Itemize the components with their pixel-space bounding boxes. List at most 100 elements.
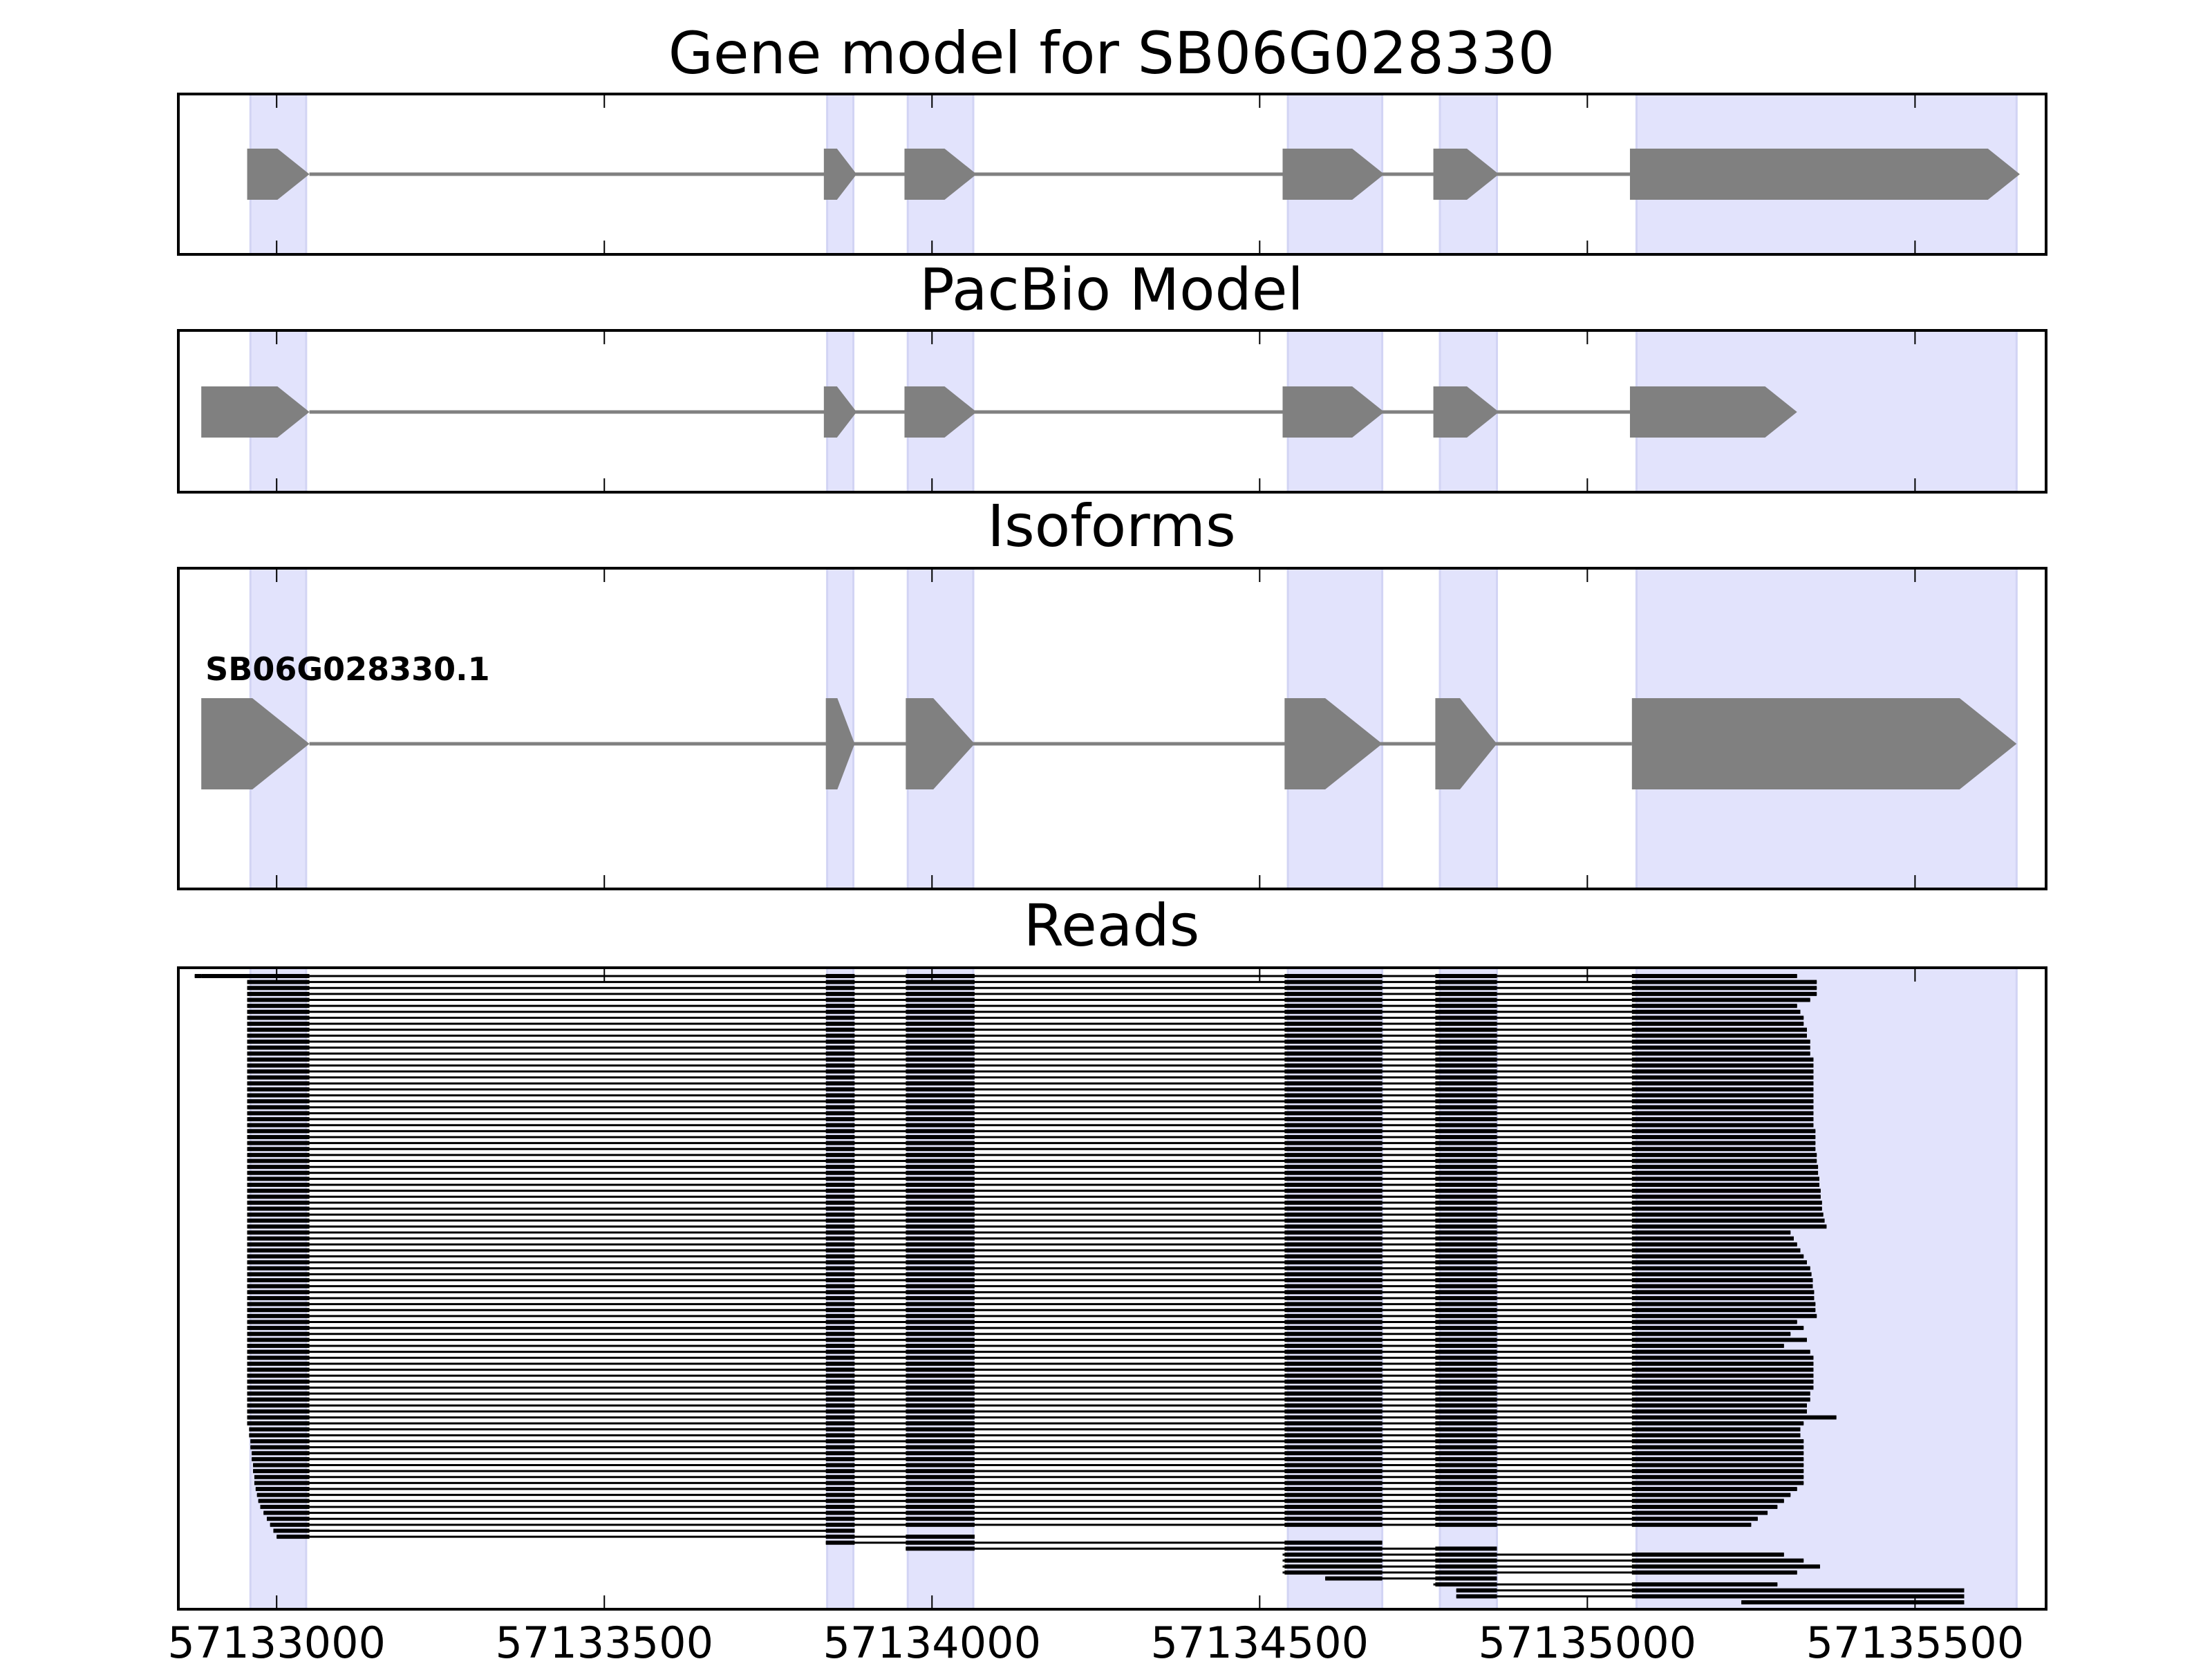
read-exon-block — [247, 1022, 310, 1027]
read-22 — [247, 1099, 1814, 1104]
read-63 — [247, 1343, 1784, 1348]
read-exon-block — [825, 1320, 855, 1324]
read-exon-block — [1284, 1517, 1382, 1521]
read-exon-block — [1284, 1117, 1382, 1122]
read-exon-block — [1435, 991, 1497, 996]
read-exon-block — [247, 1093, 310, 1098]
read-exon-block — [201, 974, 310, 978]
read-exon-block — [247, 1320, 310, 1324]
read-exon-block — [825, 1403, 855, 1408]
read-exon-block — [1631, 1009, 1801, 1014]
read-exon-block — [1631, 1451, 1804, 1456]
read-47 — [247, 1248, 1801, 1253]
read-exon-block — [825, 1302, 855, 1306]
read-exon-block — [906, 1206, 975, 1211]
read-exon-block — [1631, 1284, 1813, 1288]
read-exon-block — [906, 1254, 975, 1259]
read-exon-block — [1631, 1397, 1810, 1402]
read-exon-block — [1631, 1141, 1816, 1145]
read-exon-block — [906, 1200, 975, 1205]
read-exon-block — [247, 991, 310, 996]
read-exon-block — [263, 1510, 310, 1515]
read-exon-block — [825, 1212, 855, 1217]
read-exon-block — [906, 1474, 975, 1479]
read-exon-block — [906, 1415, 975, 1420]
read-exon-block — [256, 1492, 310, 1497]
read-exon-block — [906, 1504, 975, 1509]
read-exon-block — [1631, 1313, 1817, 1318]
read-exon-block — [1435, 1356, 1497, 1360]
read-exon-block — [825, 1111, 855, 1116]
read-exon-block — [1435, 1123, 1497, 1127]
read-1 — [194, 974, 1797, 978]
read-exon-block — [825, 1391, 855, 1396]
read-exon-block — [1631, 1129, 1816, 1134]
x-tick-label: 57133000 — [167, 1618, 386, 1659]
read-48 — [247, 1254, 1804, 1259]
read-61 — [247, 1331, 1791, 1336]
read-exon-block — [906, 1224, 975, 1229]
read-exon-block — [825, 1039, 855, 1044]
read-exon-block — [247, 1039, 310, 1044]
read-exon-block — [247, 1099, 310, 1104]
read-exon-block — [1284, 1170, 1382, 1175]
read-exon-block — [247, 1105, 310, 1109]
read-66 — [247, 1361, 1814, 1366]
read-exon-block — [1284, 1033, 1382, 1038]
read-exon-block — [825, 1105, 855, 1109]
read-exon-block — [1284, 1343, 1382, 1348]
panel-frame — [177, 93, 2047, 256]
read-exon-block — [906, 1099, 975, 1104]
read-exon-block — [1631, 1415, 1837, 1420]
read-exon-block — [1435, 1063, 1497, 1068]
read-exon-block — [247, 1147, 310, 1152]
read-exon-block — [1435, 1141, 1497, 1145]
read-exon-block — [253, 1463, 310, 1468]
read-exon-block — [825, 1045, 855, 1050]
read-exon-block — [1631, 1111, 1814, 1116]
read-5 — [247, 997, 1810, 1002]
read-exon-block — [1284, 1552, 1382, 1557]
read-exon-block — [1284, 1558, 1382, 1563]
read-exon-block — [906, 1159, 975, 1163]
read-exon-block — [1631, 1522, 1752, 1527]
read-exon-block — [906, 1540, 975, 1545]
read-exon-block — [247, 1165, 310, 1170]
read-exon-block — [1631, 1499, 1784, 1503]
exon-6 — [1629, 149, 2021, 200]
read-exon-block — [825, 1278, 855, 1283]
read-exon-block — [906, 1087, 975, 1091]
read-exon-block — [825, 1433, 855, 1438]
read-exon-block — [247, 1027, 310, 1032]
read-exon-block — [825, 980, 855, 984]
read-53 — [247, 1284, 1813, 1288]
read-exon-block — [1631, 1069, 1814, 1074]
read-exon-block — [906, 1129, 975, 1134]
read-exon-block — [247, 1111, 310, 1116]
read-exon-block — [906, 1165, 975, 1170]
read-exon-block — [1435, 1469, 1497, 1474]
read-exon-block — [1631, 1248, 1801, 1253]
read-exon-block — [1435, 1236, 1497, 1241]
read-7 — [247, 1009, 1801, 1014]
read-exon-block — [1435, 1093, 1497, 1098]
read-exon-block — [825, 1224, 855, 1229]
read-exon-block — [906, 1236, 975, 1241]
read-exon-block — [1435, 1439, 1497, 1444]
read-exon-block — [247, 1385, 310, 1390]
read-exon-block — [1435, 1433, 1497, 1438]
read-exon-block — [1435, 1349, 1497, 1354]
read-exon-block — [247, 1141, 310, 1145]
read-exon-block — [1284, 1099, 1382, 1104]
read-exon-block — [1435, 1361, 1497, 1366]
read-exon-block — [1631, 1356, 1814, 1360]
read-exon-block — [906, 1183, 975, 1187]
read-exon-block — [825, 1069, 855, 1074]
read-exon-block — [1631, 1039, 1810, 1044]
read-exon-block — [906, 1313, 975, 1318]
read-exon-block — [1284, 1391, 1382, 1396]
read-exon-block — [825, 1075, 855, 1080]
read-exon-block — [906, 1177, 975, 1181]
read-exon-block — [273, 1528, 310, 1533]
read-21 — [247, 1093, 1814, 1098]
